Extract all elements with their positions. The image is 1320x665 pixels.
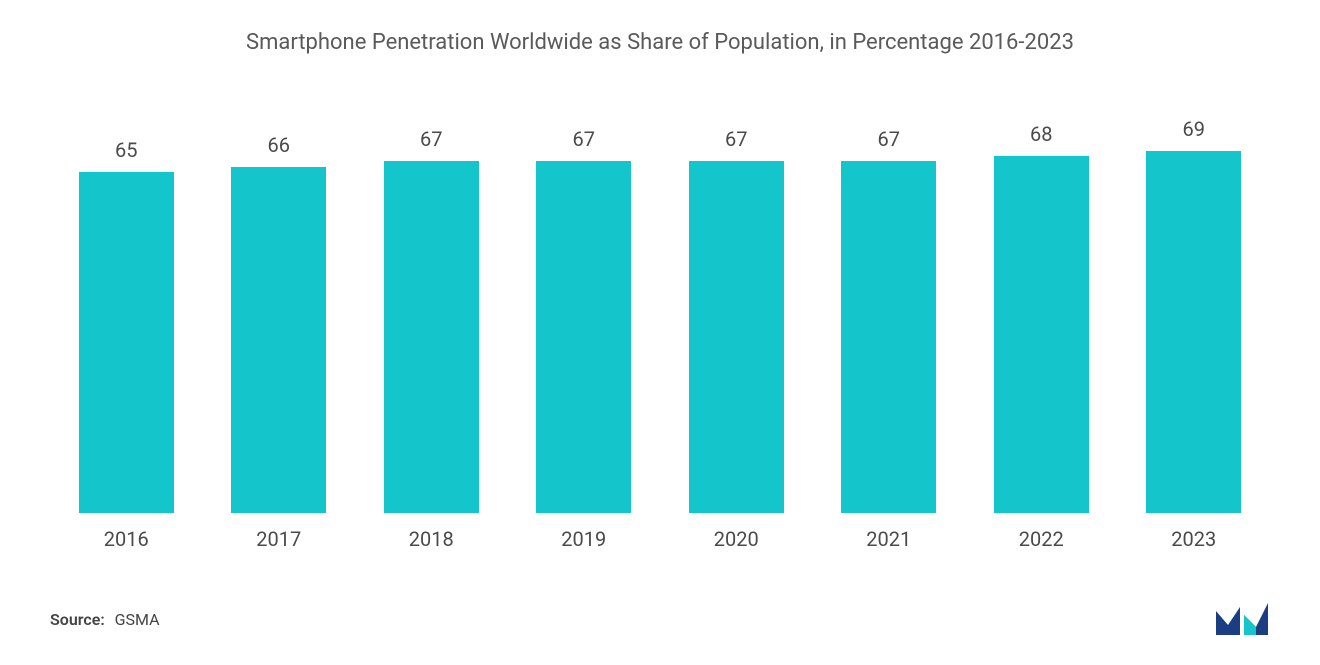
bar-value-label: 65 — [115, 138, 137, 162]
x-tick-label: 2021 — [817, 521, 962, 551]
bar — [841, 161, 936, 513]
bar-group: 69 — [1122, 95, 1267, 513]
bar-group: 67 — [664, 95, 809, 513]
bar-value-label: 67 — [878, 127, 900, 151]
source-line: Source: GSMA — [50, 610, 160, 629]
bar — [689, 161, 784, 513]
bar-group: 66 — [207, 95, 352, 513]
chart-footer: Source: GSMA — [40, 601, 1280, 645]
bar-value-label: 67 — [573, 127, 595, 151]
chart-x-axis: 2016 20172018 20192020 20212022 2023 — [40, 521, 1280, 551]
chart-container: Smartphone Penetration Worldwide as Shar… — [0, 0, 1320, 665]
bar-value-label: 67 — [725, 127, 747, 151]
x-tick-label: 2023 — [1122, 521, 1267, 551]
bar — [536, 161, 631, 513]
bar-value-label: 68 — [1030, 122, 1052, 146]
bar — [994, 156, 1089, 513]
x-tick-label: 2018 — [359, 521, 504, 551]
source-label: Source: — [50, 610, 105, 629]
bar — [231, 167, 326, 514]
x-tick-label: 2019 — [512, 521, 657, 551]
bar-group: 68 — [969, 95, 1114, 513]
chart-plot-area: 65 66 67 67 67 67 68 69 — [40, 95, 1280, 513]
bar — [79, 172, 174, 513]
brand-logo-icon — [1214, 601, 1270, 637]
bar-value-label: 67 — [420, 127, 442, 151]
bar-value-label: 66 — [268, 133, 290, 157]
source-value: GSMA — [115, 610, 160, 629]
bar — [384, 161, 479, 513]
x-tick-label: 2017 — [207, 521, 352, 551]
x-tick-label: 2020 — [664, 521, 809, 551]
x-tick-label: 2016 — [54, 521, 199, 551]
chart-title: Smartphone Penetration Worldwide as Shar… — [40, 30, 1280, 55]
bar-group: 67 — [359, 95, 504, 513]
bar-group: 67 — [817, 95, 962, 513]
bar — [1146, 151, 1241, 513]
bar-group: 67 — [512, 95, 657, 513]
bar-value-label: 69 — [1183, 117, 1205, 141]
x-tick-label: 2022 — [969, 521, 1114, 551]
bar-group: 65 — [54, 95, 199, 513]
